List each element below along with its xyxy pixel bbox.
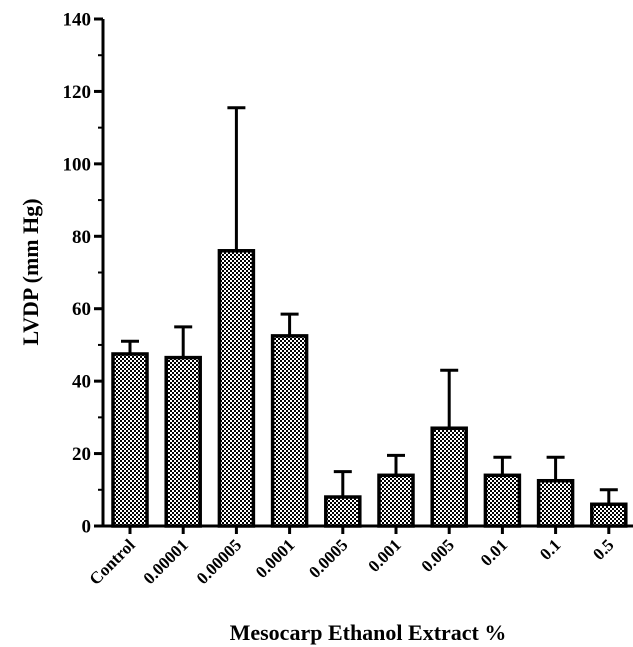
y-tick-label: 140 xyxy=(63,10,92,31)
error-bars xyxy=(121,106,618,505)
bar xyxy=(377,473,415,528)
y-tick-label: 20 xyxy=(72,444,91,465)
y-tick-label: 0 xyxy=(82,517,92,538)
bar xyxy=(590,502,628,528)
x-tick-label: 0.005 xyxy=(418,535,458,575)
bar xyxy=(164,355,202,528)
bar xyxy=(483,473,522,528)
x-axis: Control 0.00001 0.00005 0.0001 0.0005 0.001 0.… xyxy=(86,524,633,589)
y-tick-label: 120 xyxy=(63,82,92,103)
x-tick-label: 0.00005 xyxy=(193,535,246,588)
bar xyxy=(217,249,256,528)
bar xyxy=(324,495,362,528)
x-tick-label: 0.0001 xyxy=(252,535,298,581)
y-axis: 0 20 40 60 80 100 120 140 xyxy=(63,10,105,538)
x-tick-label: Control xyxy=(86,535,139,588)
x-tick-label: 0.0005 xyxy=(305,535,351,581)
x-tick-label: 0.5 xyxy=(589,535,617,563)
y-tick-label: 100 xyxy=(63,154,92,175)
y-tick-label: 80 xyxy=(72,227,91,248)
x-axis-title: Mesocarp Ethanol Extract % xyxy=(230,620,507,645)
x-tick-label: 0.001 xyxy=(364,535,404,575)
bar xyxy=(536,478,575,528)
y-tick-label: 40 xyxy=(72,372,91,393)
bar xyxy=(111,352,149,528)
x-tick-label: 0.00001 xyxy=(140,535,193,588)
bar xyxy=(430,426,468,528)
y-tick-label: 60 xyxy=(72,299,91,320)
y-axis-title: LVDP (mm Hg) xyxy=(18,198,43,345)
bars xyxy=(111,249,628,528)
x-tick-label: 0.1 xyxy=(536,535,564,563)
bar xyxy=(270,334,309,528)
x-tick-label: 0.01 xyxy=(477,535,511,569)
